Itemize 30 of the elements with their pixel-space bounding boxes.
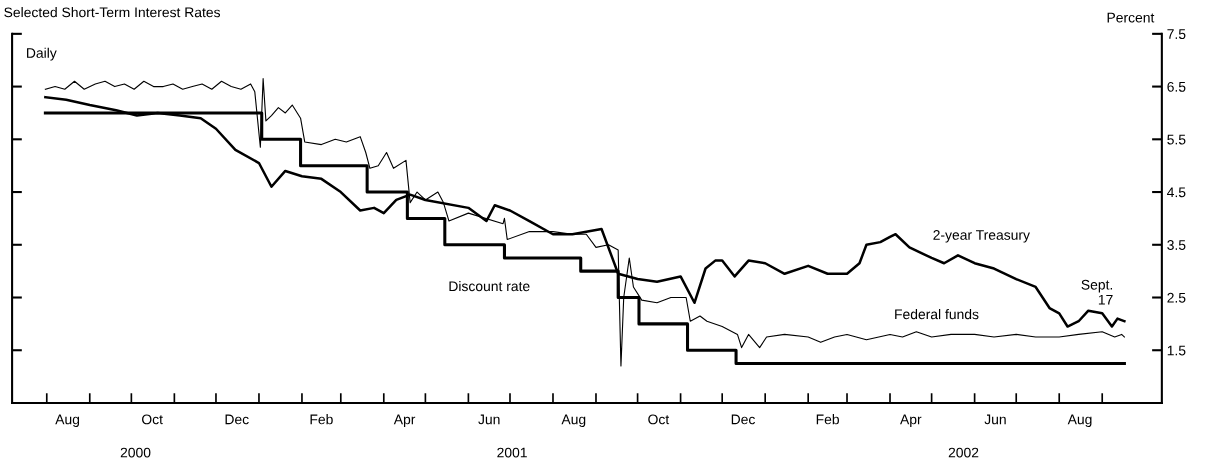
text: 2001 (497, 447, 527, 458)
series-label: 2-year Treasury (933, 230, 1030, 243)
x-tick-label: Aug (1067, 414, 1092, 428)
y-tick-label: 6.5 (1167, 81, 1186, 92)
x-tick-label: Apr (900, 414, 922, 428)
x-tick-label: Oct (648, 414, 670, 425)
annotation: Sept. 17 (1081, 279, 1113, 305)
text: 2002 (948, 447, 979, 458)
x-tick-label: Aug (55, 414, 80, 428)
x-tick-label: Feb (816, 414, 839, 425)
x-tick-label: Aug (561, 414, 586, 428)
x-tick-label: Jun (984, 414, 1006, 425)
x-tick-label: Dec (731, 414, 755, 425)
x-tick-label: Dec (225, 414, 249, 425)
y-tick-label: 7.5 (1167, 29, 1186, 40)
y-tick-label: 4.5 (1167, 187, 1186, 198)
text: 2000 (120, 447, 151, 458)
series-label: Federal funds (895, 309, 979, 320)
y-tick-label: 1.5 (1167, 345, 1186, 356)
chart-title: Selected Short-Term Interest Rates (4, 7, 221, 18)
annotation: Daily (27, 47, 57, 61)
x-tick-label: Apr (393, 414, 416, 428)
y-tick-label: 2.5 (1167, 292, 1186, 303)
x-tick-label: Oct (142, 414, 163, 425)
series-label: Discount rate (449, 280, 530, 292)
y-tick-label: 5.5 (1167, 134, 1186, 145)
x-tick-label: Feb (310, 414, 333, 425)
x-tick-label: Jun (478, 414, 500, 425)
y-axis-title: Percent (1107, 12, 1155, 23)
y-tick-label: 3.5 (1167, 240, 1186, 250)
